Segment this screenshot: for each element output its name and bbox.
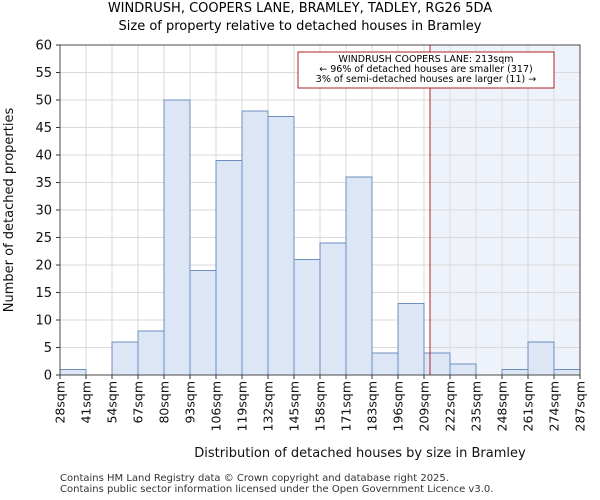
y-tick-label: 40 bbox=[35, 149, 52, 164]
x-tick-label: 145sqm bbox=[287, 381, 302, 431]
y-tick-label: 60 bbox=[35, 39, 52, 54]
y-tick-label: 25 bbox=[35, 231, 52, 246]
annotation-box bbox=[297, 51, 555, 89]
x-tick-label: 67sqm bbox=[131, 381, 146, 424]
x-tick-label: 106sqm bbox=[209, 381, 224, 431]
x-tick-label: 132sqm bbox=[261, 381, 276, 431]
bar bbox=[319, 242, 347, 376]
x-tick-label: 28sqm bbox=[53, 381, 68, 424]
bar bbox=[449, 363, 477, 376]
bar bbox=[137, 330, 165, 376]
y-axis-label: Number of detached properties bbox=[2, 108, 17, 313]
x-tick-label: 261sqm bbox=[521, 381, 536, 431]
y-tick-label: 5 bbox=[44, 341, 52, 356]
y-tick-label: 55 bbox=[35, 66, 52, 81]
bar bbox=[267, 116, 295, 376]
x-axis-label: Distribution of detached houses by size … bbox=[194, 446, 526, 461]
y-tick-label: 20 bbox=[35, 259, 52, 274]
footer-copyright: Contains HM Land Registry data © Crown c… bbox=[60, 473, 449, 484]
bar bbox=[527, 341, 555, 376]
bar bbox=[163, 99, 191, 376]
footer-licence: Contains public sector information licen… bbox=[60, 484, 494, 495]
annotation-line-1: WINDRUSH COOPERS LANE: 213sqm bbox=[338, 54, 514, 65]
x-tick-label: 93sqm bbox=[183, 381, 198, 424]
annotation-line-3: 3% of semi-detached houses are larger (1… bbox=[315, 74, 537, 85]
x-tick-label: 54sqm bbox=[105, 381, 120, 424]
bar bbox=[215, 160, 243, 376]
y-tick-label: 35 bbox=[35, 176, 52, 191]
bar bbox=[293, 259, 321, 376]
chart-title: WINDRUSH, COOPERS LANE, BRAMLEY, TADLEY,… bbox=[107, 1, 493, 16]
x-tick-label: 209sqm bbox=[417, 381, 432, 431]
x-tick-label: 41sqm bbox=[79, 381, 94, 424]
x-tick-label: 248sqm bbox=[495, 381, 510, 431]
bar bbox=[553, 369, 581, 376]
bar bbox=[423, 352, 451, 376]
bar bbox=[111, 341, 139, 376]
bar bbox=[189, 270, 217, 376]
y-tick-label: 15 bbox=[35, 286, 52, 301]
x-tick-label: 119sqm bbox=[235, 381, 250, 431]
y-tick-label: 10 bbox=[35, 314, 52, 329]
bar bbox=[241, 110, 269, 376]
y-tick-label: 45 bbox=[35, 121, 52, 136]
x-tick-label: 287sqm bbox=[573, 381, 588, 431]
bar bbox=[371, 352, 399, 376]
x-tick-label: 171sqm bbox=[339, 381, 354, 431]
x-tick-label: 80sqm bbox=[157, 381, 172, 424]
x-tick-label: 235sqm bbox=[469, 381, 484, 431]
bar bbox=[397, 303, 425, 376]
annotation-line-2: ← 96% of detached houses are smaller (31… bbox=[319, 64, 533, 75]
x-tick-label: 196sqm bbox=[391, 381, 406, 431]
bar bbox=[501, 369, 529, 376]
x-tick-label: 183sqm bbox=[365, 381, 380, 431]
x-tick-label: 274sqm bbox=[547, 381, 562, 431]
y-tick-label: 0 bbox=[44, 369, 52, 384]
bar bbox=[345, 176, 373, 376]
x-tick-label: 158sqm bbox=[313, 381, 328, 431]
y-tick-label: 30 bbox=[35, 204, 52, 219]
chart-subtitle: Size of property relative to detached ho… bbox=[118, 19, 482, 34]
x-tick-label: 222sqm bbox=[443, 381, 458, 431]
bar bbox=[59, 369, 87, 376]
y-tick-label: 50 bbox=[35, 94, 52, 109]
